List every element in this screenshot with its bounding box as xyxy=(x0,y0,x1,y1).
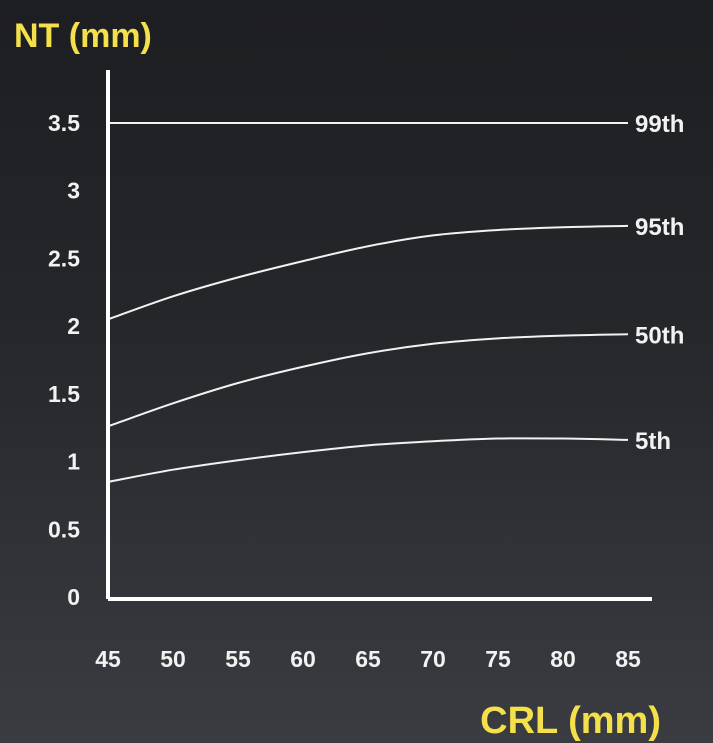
x-axis-title: CRL (mm) xyxy=(480,700,661,742)
x-tick-label-45: 45 xyxy=(95,646,121,672)
line-50th xyxy=(107,333,629,428)
y-axis-ticks: 0 0.5 1 1.5 2 2.5 3 3.5 xyxy=(48,110,80,610)
series-label-95th: 95th xyxy=(635,214,684,241)
y-tick-label-1: 1 xyxy=(67,449,80,475)
y-tick-label-2-5: 2.5 xyxy=(48,245,80,271)
x-axis-ticks: 45 50 55 60 65 70 75 80 85 xyxy=(95,646,641,672)
x-tick-label-55: 55 xyxy=(225,646,251,672)
y-axis-title: NT (mm) xyxy=(14,17,152,55)
x-tick-label-80: 80 xyxy=(550,646,576,672)
x-tick-label-60: 60 xyxy=(290,646,316,672)
y-tick-label-1-5: 1.5 xyxy=(48,381,80,407)
series-label-99th: 99th xyxy=(635,111,684,138)
x-tick-label-70: 70 xyxy=(420,646,446,672)
y-tick-label-0: 0 xyxy=(67,584,80,610)
y-tick-label-2: 2 xyxy=(67,313,80,339)
y-tick-label-0-5: 0.5 xyxy=(48,516,80,542)
series-label-50th: 50th xyxy=(635,322,684,349)
line-5th xyxy=(107,437,629,483)
y-tick-label-3-5: 3.5 xyxy=(48,110,80,136)
y-tick-label-3: 3 xyxy=(67,178,80,204)
series-labels: 99th 95th 50th 5th xyxy=(635,111,684,455)
x-tick-label-50: 50 xyxy=(160,646,186,672)
x-tick-label-75: 75 xyxy=(485,646,511,672)
percentile-lines xyxy=(107,121,629,483)
x-tick-label-65: 65 xyxy=(355,646,381,672)
line-95th xyxy=(107,224,629,321)
x-tick-label-85: 85 xyxy=(615,646,641,672)
series-label-5th: 5th xyxy=(635,428,671,455)
